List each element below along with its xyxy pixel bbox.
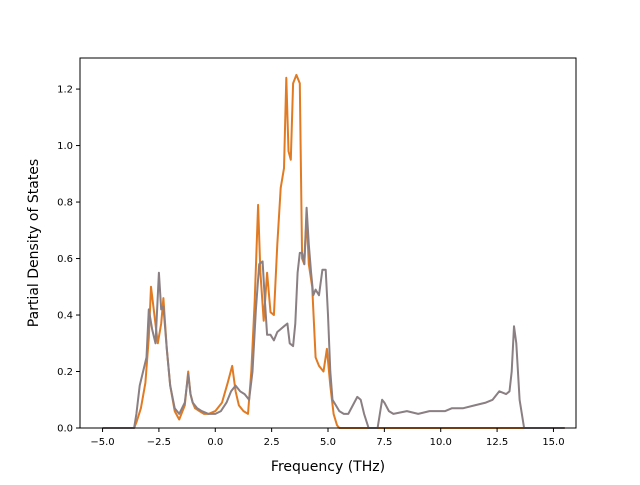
x-tick-label: −2.5: [147, 437, 171, 448]
y-tick-label: 0.6: [57, 254, 73, 265]
y-tick-label: 0.2: [57, 367, 73, 378]
y-tick-label: 0.4: [57, 311, 73, 322]
y-tick-label: 0.0: [57, 424, 73, 435]
x-tick-label: 0.0: [207, 437, 223, 448]
y-axis-label: Partial Density of States: [26, 159, 42, 327]
x-tick-label: 7.5: [376, 437, 392, 448]
y-tick-label: 1.0: [57, 141, 73, 152]
x-axis-label: Frequency (THz): [271, 459, 385, 475]
series-lines: [102, 73, 565, 429]
x-tick-label: 12.5: [486, 437, 508, 448]
x-tick-label: 15.0: [542, 437, 564, 448]
y-tick-label: 0.8: [57, 198, 73, 209]
x-tick-label: 10.0: [430, 437, 452, 448]
x-tick-label: 2.5: [264, 437, 280, 448]
y-axis-ticks: 0.0 0.2 0.4 0.6 0.8 1.0 1.2: [57, 85, 80, 435]
x-axis-ticks: −5.0 −2.5 0.0 2.5 5.0 7.5 10.0 12.5 15.0: [90, 428, 565, 448]
series-line-1: [102, 206, 565, 429]
y-tick-label: 1.2: [57, 85, 73, 96]
x-tick-label: −5.0: [90, 437, 114, 448]
x-tick-label: 5.0: [320, 437, 336, 448]
